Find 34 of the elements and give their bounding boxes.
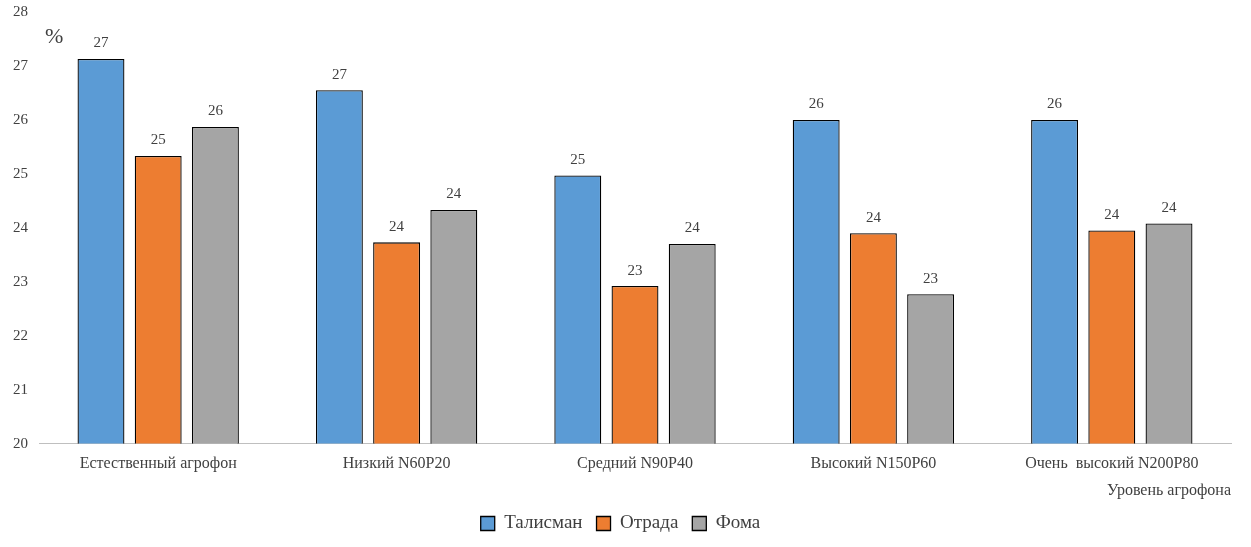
x-tick-label: Низкий N60P20 <box>342 454 451 472</box>
x-tick-label: Средний N90P40 <box>577 454 693 473</box>
x-axis-title: Уровень агрофона <box>1106 480 1231 499</box>
y-axis-title: % <box>45 22 64 48</box>
data-label: 26 <box>207 102 224 119</box>
y-tick-label: 21 <box>13 380 28 397</box>
y-tick-label: 27 <box>13 56 29 73</box>
data-label: 25 <box>570 150 586 167</box>
data-label: 24 <box>1161 198 1178 215</box>
x-tick-label: Естественный агрофон <box>79 454 238 473</box>
data-label: 26 <box>1047 95 1063 112</box>
legend-label: Отрада <box>620 511 679 533</box>
legend-label: Фома <box>715 511 761 533</box>
data-label: 23 <box>923 269 939 286</box>
legend-label: Талисман <box>504 511 583 533</box>
y-tick-label: 28 <box>13 2 28 19</box>
data-label: 23 <box>627 261 643 278</box>
data-label: 26 <box>808 95 825 112</box>
y-tick-label: 25 <box>13 164 28 181</box>
x-tick-label: Высокий N150P60 <box>810 454 937 472</box>
y-tick-label: 24 <box>13 218 29 235</box>
y-tick-label: 20 <box>13 434 28 451</box>
data-label: 24 <box>389 217 405 234</box>
y-tick-label: 26 <box>13 110 29 127</box>
x-tick-label: Очень высокий N200P80 <box>1025 454 1199 472</box>
data-label: 24 <box>865 208 882 225</box>
data-label: 24 <box>446 185 462 202</box>
y-tick-label: 23 <box>13 272 28 289</box>
data-label: 24 <box>684 219 701 236</box>
y-tick-label: 22 <box>13 326 28 343</box>
data-label: 27 <box>331 65 348 82</box>
data-label: 27 <box>93 34 109 51</box>
data-label: 25 <box>150 131 166 148</box>
data-label: 24 <box>1104 205 1120 222</box>
